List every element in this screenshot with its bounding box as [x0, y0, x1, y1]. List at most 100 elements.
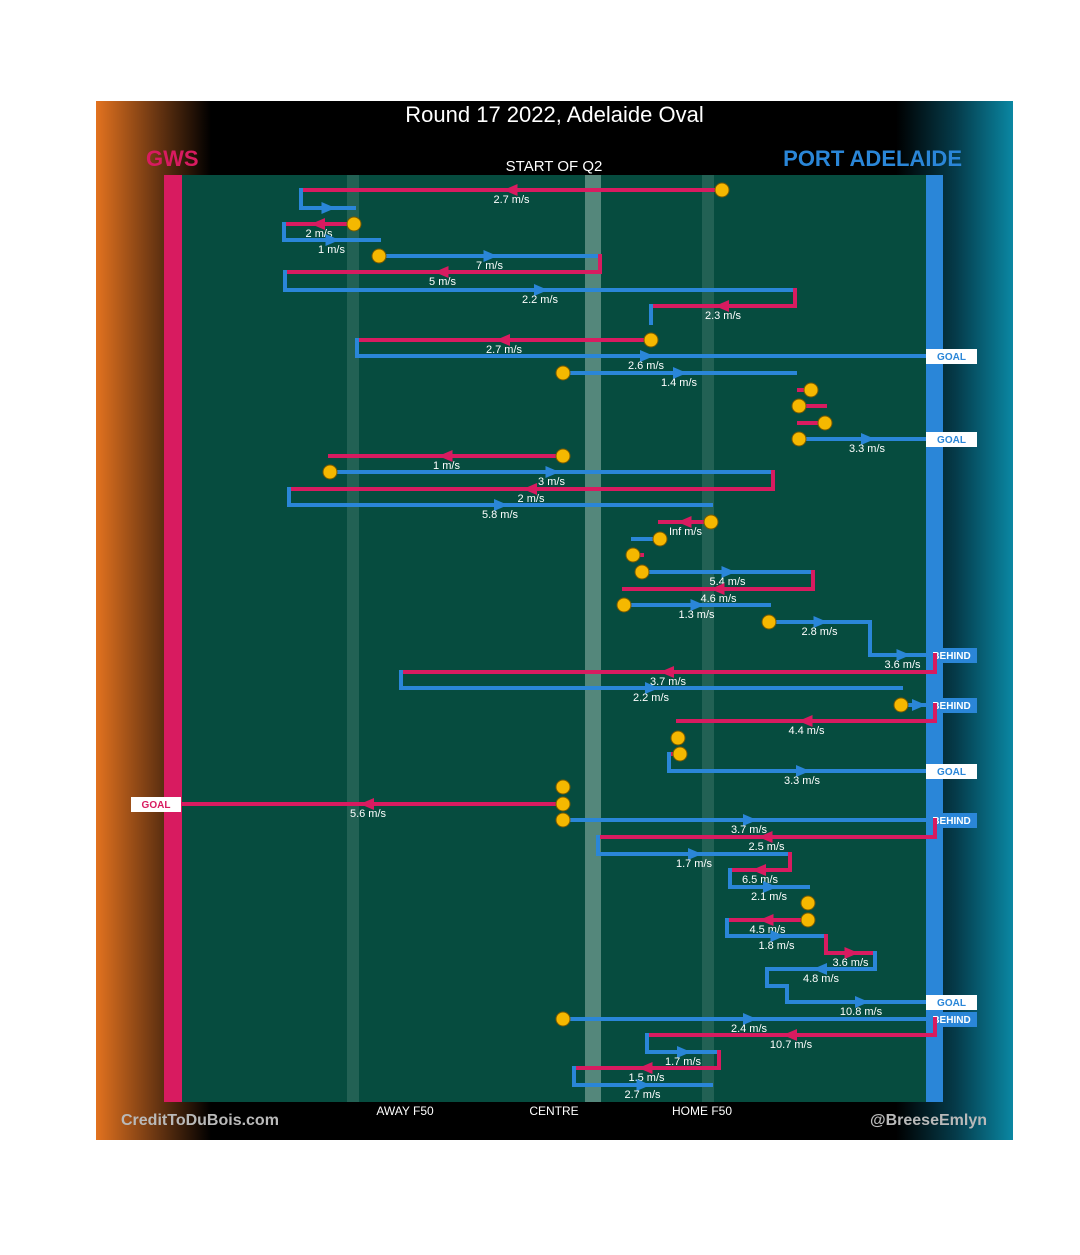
team-right-label: PORT ADELAIDE [783, 146, 962, 171]
score-badge [926, 648, 977, 663]
speed-label: 3.6 m/s [832, 957, 869, 969]
score-label: BEHIND [932, 1015, 970, 1026]
speed-label: 1.8 m/s [758, 940, 795, 952]
direction-arrow [844, 947, 859, 959]
port-goal-bar [926, 175, 943, 1102]
speed-label: 5.4 m/s [709, 576, 746, 588]
ball-icon [714, 182, 730, 198]
ball-icon [791, 431, 807, 447]
score-label: BEHIND [932, 816, 970, 827]
speed-label: 4.8 m/s [803, 973, 840, 985]
field-line-centre [585, 175, 601, 1102]
direction-arrow [534, 284, 548, 296]
direction-arrow [640, 350, 654, 362]
score-label: GOAL [937, 435, 966, 446]
ball-icon [652, 531, 668, 547]
direction-arrow [783, 1029, 797, 1041]
score-badge [926, 764, 977, 779]
score-badge [926, 813, 977, 828]
direction-arrow [743, 1013, 757, 1025]
score-label: GOAL [142, 800, 171, 811]
speed-label: 7 m/s [476, 260, 503, 272]
direction-arrow [690, 599, 705, 611]
team-left-label: GWS [146, 146, 199, 171]
speed-label: 1.7 m/s [665, 1056, 702, 1068]
direction-arrow [677, 1046, 691, 1058]
speed-label: 1 m/s [318, 244, 345, 256]
score-badge [926, 995, 977, 1010]
credit-left: CreditToDuBois.com [121, 1112, 279, 1129]
chart-title: Round 17 2022, Adelaide Oval [405, 102, 704, 127]
speed-label: 2.4 m/s [731, 1023, 768, 1035]
ball-icon [634, 564, 650, 580]
direction-arrow [796, 765, 810, 777]
speed-label: 2.3 m/s [705, 310, 742, 322]
ball-icon [893, 697, 909, 713]
speed-label: 1 m/s [433, 460, 460, 472]
direction-arrow [710, 583, 725, 595]
speed-label: 2.2 m/s [522, 294, 559, 306]
ball-icon [616, 597, 632, 613]
credit-right: @BreeseEmlyn [870, 1112, 987, 1129]
speed-label: 4.6 m/s [700, 593, 737, 605]
ball-icon [555, 779, 571, 795]
score-badge [926, 432, 977, 447]
start-label: START OF Q2 [505, 158, 603, 175]
direction-arrow [743, 814, 757, 826]
gws-goal-bar [164, 175, 182, 1102]
score-label: GOAL [937, 998, 966, 1009]
score-badge [131, 797, 181, 812]
ball-icon [555, 365, 571, 381]
ball-icon [800, 895, 816, 911]
direction-arrow [438, 450, 453, 462]
speed-label: 2.7 m/s [486, 344, 523, 356]
field-line-home-f50 [702, 175, 714, 1102]
speed-label: Inf m/s [669, 526, 703, 538]
speed-label: 6.5 m/s [742, 874, 779, 886]
axis-label-home: HOME F50 [671, 1104, 732, 1118]
score-badge [926, 698, 977, 713]
direction-arrow [715, 300, 729, 312]
speed-label: 4.4 m/s [788, 725, 825, 737]
ball-icon [791, 398, 807, 414]
speed-label: 2.2 m/s [633, 692, 670, 704]
direction-arrow [813, 616, 828, 628]
direction-arrow [759, 914, 774, 926]
direction-arrow [855, 996, 869, 1008]
field-line-away-f50 [347, 175, 359, 1102]
ball-icon [322, 464, 338, 480]
speed-label: 3.7 m/s [650, 676, 687, 688]
speed-label: 5.6 m/s [350, 808, 387, 820]
speed-label: 3.3 m/s [849, 443, 886, 455]
direction-arrow [545, 466, 560, 478]
speed-label: 2 m/s [518, 493, 545, 505]
axis-label-centre: CENTRE [529, 1104, 579, 1118]
direction-arrow [325, 234, 340, 246]
axis-label-away: AWAY F50 [376, 1104, 434, 1118]
direction-arrow [770, 930, 785, 942]
direction-arrow [677, 516, 692, 528]
direction-arrow [321, 202, 336, 214]
direction-arrow [763, 881, 777, 893]
score-label: BEHIND [932, 701, 970, 712]
speed-label: 2.7 m/s [624, 1089, 661, 1101]
direction-arrow [523, 483, 537, 495]
direction-arrow [896, 649, 911, 661]
ball-icon [371, 248, 387, 264]
field-area [164, 175, 943, 1102]
speed-label: 5.8 m/s [482, 509, 519, 521]
ball-icon [555, 448, 571, 464]
direction-arrow [434, 266, 449, 278]
score-label: GOAL [937, 352, 966, 363]
speed-label: 1.4 m/s [661, 377, 698, 389]
ball-icon [346, 216, 362, 232]
score-label: GOAL [937, 767, 966, 778]
ball-icon [643, 332, 659, 348]
speed-label: 3.6 m/s [884, 659, 921, 671]
direction-arrow [636, 1079, 651, 1091]
direction-arrow [688, 848, 702, 860]
ball-icon [672, 746, 688, 762]
direction-arrow [645, 682, 659, 694]
ball-icon [761, 614, 777, 630]
